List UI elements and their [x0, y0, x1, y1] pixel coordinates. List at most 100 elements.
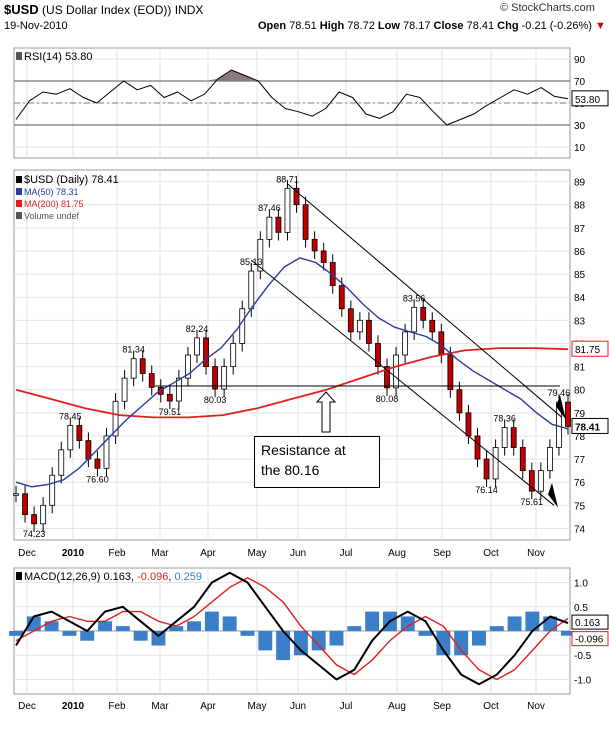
macd-histogram-bar — [62, 631, 77, 636]
candle-body — [302, 204, 309, 240]
price-point-label: 87.46 — [258, 203, 281, 213]
legend-entry: MA(200) 81.75 — [24, 199, 84, 209]
symbol: $USD — [4, 2, 39, 17]
channel-upper-line — [287, 183, 563, 418]
chg-value: -0.21 (-0.26%) — [521, 20, 592, 32]
channel-upper-arrowhead — [556, 394, 566, 420]
candle-body — [121, 377, 128, 402]
macd-histogram-bar — [454, 631, 469, 656]
candle-body — [67, 425, 74, 451]
candle-body — [492, 447, 499, 480]
macd-x-tick-label: Dec — [18, 701, 36, 712]
price-tick-label: 81 — [574, 363, 586, 374]
price-point-label: 76.14 — [475, 485, 498, 495]
macd-x-tick-label: Sep — [433, 701, 451, 712]
price-tick-label: 79 — [574, 409, 586, 420]
rsi-last-value-box — [571, 90, 609, 107]
candle-body — [347, 308, 354, 333]
candle-body — [94, 458, 101, 469]
candle-body — [366, 319, 372, 344]
macd-histogram-bar — [400, 616, 415, 631]
price-last-value: 78.41 — [575, 422, 600, 433]
low-label: Low — [377, 20, 400, 32]
price-x-tick-label: 2010 — [62, 548, 85, 559]
rsi-tick-label: 70 — [574, 77, 586, 88]
channel-lower-line — [250, 259, 555, 506]
macd-histogram-bar — [98, 621, 112, 631]
price-x-tick-label: Jun — [290, 548, 306, 559]
price-last-value-box — [571, 417, 609, 434]
signal-last-value: -0.096 — [575, 635, 604, 646]
macd-histogram-bar — [44, 621, 59, 631]
price-point-label: 80.08 — [376, 394, 399, 404]
candle-body — [465, 412, 472, 437]
candle-body — [266, 216, 273, 240]
macd-histogram-bar — [187, 621, 202, 631]
candle-body — [547, 447, 553, 472]
price-panel-frame — [13, 169, 571, 541]
candle-body — [103, 435, 110, 469]
macd-x-tick-label: Jul — [340, 701, 353, 712]
macd-title-sep: , — [168, 571, 174, 583]
macd-x-tick-label: Mar — [151, 701, 169, 712]
legend-entry: $USD (Daily) 78.41 — [24, 174, 119, 186]
candle-body — [429, 319, 436, 333]
candle-body — [40, 504, 47, 525]
macd-histogram-bar — [489, 626, 504, 631]
macd-histogram-bar — [418, 631, 433, 636]
macd-histogram-bar — [561, 631, 575, 636]
price-tick-label: 85 — [574, 270, 586, 281]
annotation-line-1: Resistance at — [261, 442, 346, 458]
price-point-label: 79.46 — [548, 388, 571, 398]
candle-body — [411, 306, 418, 333]
macd-histogram-bar — [9, 631, 23, 636]
macd-last-value: 0.163 — [575, 618, 600, 629]
close-value: 78.41 — [466, 20, 495, 32]
price-point-label: 79.51 — [159, 407, 182, 417]
chart-date: 19-Nov-2010 — [4, 20, 68, 32]
macd-x-tick-label: May — [248, 701, 267, 712]
candle-body — [293, 187, 300, 206]
candle-body — [275, 216, 282, 233]
annotation-line-2: the 80.16 — [261, 462, 320, 478]
macd-histogram-bar — [311, 631, 326, 651]
macd-histogram-bar — [204, 611, 219, 631]
macd-x-tick-label: Aug — [388, 701, 406, 712]
macd-histogram-bar — [26, 616, 41, 631]
macd-line — [15, 571, 569, 686]
macd-signal-line — [15, 577, 569, 681]
macd-histogram-bar — [507, 616, 522, 631]
candle-body — [447, 354, 454, 391]
candle-body — [212, 366, 218, 390]
candle-body — [203, 337, 209, 367]
candle-body — [402, 331, 409, 356]
legend-entry: MA(50) 78.31 — [24, 187, 79, 197]
macd-tick-label: 1.0 — [574, 579, 588, 590]
rsi-tick-label: 10 — [574, 143, 586, 154]
chg-label: Chg — [497, 20, 519, 32]
rsi-title: RSI(14) 53.80 — [24, 51, 92, 63]
legend-entry: Volume undef — [24, 211, 80, 221]
macd-histogram-bar — [80, 631, 95, 641]
exchange: INDX — [174, 3, 204, 17]
macd-histogram-bar — [525, 611, 540, 631]
legend-swatch — [16, 212, 22, 219]
macd-histogram-bar — [169, 626, 184, 631]
macd-x-tick-label: 2010 — [62, 701, 85, 712]
macd-x-tick-label: Oct — [483, 701, 499, 712]
rsi-line — [15, 69, 569, 126]
macd-last-value-box — [571, 614, 609, 630]
ma200-last-value-box — [571, 340, 609, 357]
candle-body — [257, 238, 264, 272]
candle-body — [194, 337, 200, 356]
candle-body — [166, 393, 173, 402]
candle-body — [148, 373, 155, 388]
open-label: Open — [258, 20, 287, 32]
close-label: Close — [433, 20, 464, 32]
candle-body — [185, 354, 191, 379]
macd-histogram-bar — [276, 631, 291, 661]
macd-histogram-bar — [329, 631, 344, 646]
price-tick-label: 75 — [574, 501, 586, 512]
price-tick-label: 84 — [574, 293, 586, 304]
